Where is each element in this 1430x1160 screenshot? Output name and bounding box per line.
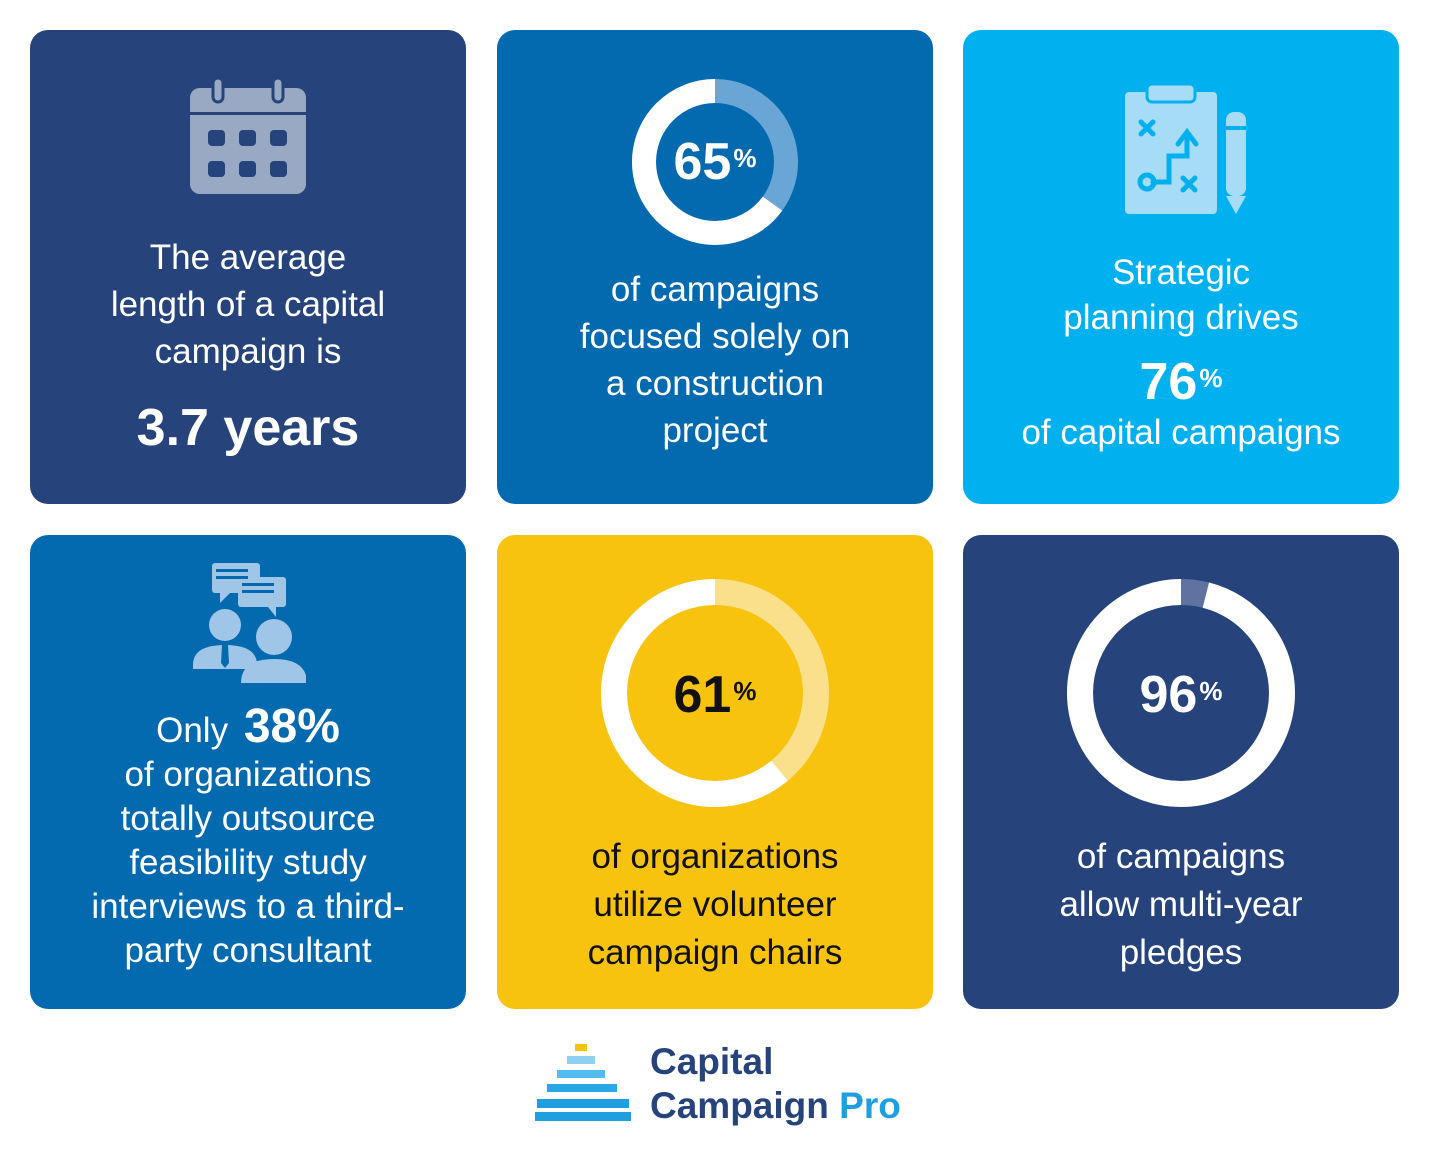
description-line: utilize volunteer [593, 885, 837, 924]
stat-value: 65% [497, 136, 933, 188]
description-line: length of a capital [110, 285, 386, 324]
ring-progress [1067, 579, 1295, 807]
value-unit: % [733, 143, 757, 173]
stat-description: of organizations utilize volunteer campa… [497, 833, 933, 977]
description-line: totally outsource [120, 799, 376, 838]
stat-card-construction: 65% of campaigns focused solely on a con… [497, 30, 933, 504]
value-unit: % [733, 676, 757, 706]
description-line: campaign is [154, 332, 342, 371]
description-line: Strategic [1111, 253, 1251, 292]
description-line: feasibility study [129, 843, 367, 882]
description-line: project [662, 411, 768, 450]
description-line: of campaigns [610, 270, 820, 309]
clipboard-strategy-icon [1125, 82, 1246, 214]
logo-line-campaign-pro: Campaign Pro [650, 1086, 901, 1126]
stat-card-feasibility-outsourcing: Only 38% of organizations totally outsou… [30, 535, 466, 1009]
stat-description: of campaigns allow multi-year pledges [963, 833, 1399, 977]
description-line: pledges [1119, 933, 1243, 972]
description-line: allow multi-year [1059, 885, 1303, 924]
description-line: party consultant [124, 931, 372, 970]
stat-card-campaign-length: The average length of a capital campaign… [30, 30, 466, 504]
value-number: 76 [1139, 353, 1198, 411]
ring-progress [601, 579, 829, 807]
value-number: 65 [673, 133, 732, 191]
value-unit: % [1199, 363, 1223, 393]
description-line: of campaigns [1076, 837, 1286, 876]
stat-value: 96% [963, 669, 1399, 721]
stat-description-top: Strategic planning drives [963, 250, 1399, 340]
description-line: planning drives [1063, 298, 1299, 337]
stat-value: 61% [497, 669, 933, 721]
stat-description: of campaigns focused solely on a constru… [497, 266, 933, 454]
stat-card-strategic-planning: Strategic planning drives 76% of capital… [963, 30, 1399, 504]
description-line: of capital campaigns [1021, 413, 1341, 452]
description-line: The average [149, 238, 347, 277]
stat-description: of organizations totally outsource feasi… [30, 753, 466, 973]
description-line: focused solely on [579, 317, 851, 356]
description-line: of organizations [591, 837, 839, 876]
consultation-people-icon [193, 563, 306, 683]
value-number: 61 [673, 666, 732, 724]
description-line: a construction [606, 364, 824, 403]
stat-card-multi-year-pledges: 96% of campaigns allow multi-year pledge… [963, 535, 1399, 1009]
percent-ring-65 [632, 79, 798, 245]
stat-card-volunteer-chairs: 61% of organizations utilize volunteer c… [497, 535, 933, 1009]
logo-line-capital: Capital [650, 1041, 774, 1082]
value-number: 96 [1139, 666, 1198, 724]
percent-ring-61 [601, 579, 829, 807]
prefix-text: Only [156, 711, 229, 750]
description-line: of organizations [124, 755, 372, 794]
pyramid-stairs-icon [535, 1044, 631, 1121]
ring-progress [632, 79, 798, 245]
brand-logo: Capital Campaign Pro [535, 1042, 915, 1132]
logo-word-pro: Pro [839, 1085, 901, 1126]
description-line: campaign chairs [587, 933, 843, 972]
value-unit: % [1199, 676, 1223, 706]
stat-value: 38% [243, 700, 340, 753]
stat-value: 76% [963, 356, 1399, 408]
logo-word-campaign: Campaign [650, 1085, 829, 1126]
description-line: interviews to a third- [91, 887, 405, 926]
percent-ring-96 [1067, 579, 1295, 807]
stat-description: The average length of a capital campaign… [30, 234, 466, 375]
stat-value: 3.7 years [136, 399, 360, 457]
stat-headline: Only 38% [30, 703, 466, 754]
calendar-icon [190, 78, 306, 194]
